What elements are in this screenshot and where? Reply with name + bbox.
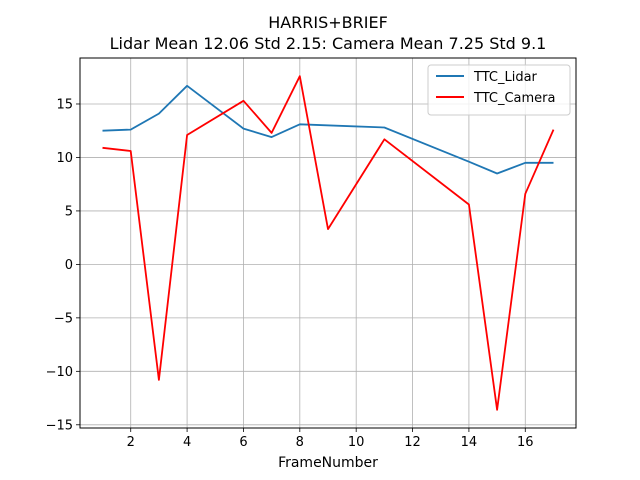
x-tick-label: 14 — [461, 435, 478, 450]
plot-frame — [79, 57, 577, 429]
x-tick-label: 10 — [348, 435, 365, 450]
x-axis-label: FrameNumber — [278, 455, 378, 471]
legend-label-ttc-lidar: TTC_Lidar — [473, 70, 538, 85]
chart-title-line1: HARRIS+BRIEF — [268, 13, 388, 32]
tick-layer: 2 4 6 8 10 12 14 16 −15 −10 −5 0 5 10 15 — [46, 97, 534, 450]
x-tick-label: 12 — [404, 435, 421, 450]
series-line-ttc-lidar — [102, 84, 554, 175]
x-tick-label: 2 — [127, 435, 135, 450]
y-tick-label: 5 — [65, 204, 73, 219]
y-tick-label: −15 — [46, 418, 73, 433]
y-tick-label: −5 — [54, 311, 73, 326]
y-tick-label: 0 — [65, 258, 73, 273]
legend-box — [427, 64, 571, 116]
x-tick-label: 6 — [239, 435, 247, 450]
x-tick-label: 16 — [517, 435, 534, 450]
legend-label-ttc-camera: TTC_Camera — [473, 91, 556, 106]
series-layer — [102, 75, 555, 411]
x-tick-label: 8 — [296, 435, 304, 450]
grid-layer — [80, 58, 576, 428]
series-line-ttc-camera — [102, 75, 555, 411]
legend: TTC_Lidar TTC_Camera — [427, 64, 571, 116]
chart-title-line2: Lidar Mean 12.06 Std 2.15: Camera Mean 7… — [110, 34, 547, 53]
y-tick-label: 10 — [56, 151, 73, 166]
x-tick-label: 4 — [183, 435, 191, 450]
y-tick-label: 15 — [56, 97, 73, 112]
y-tick-label: −10 — [46, 365, 73, 380]
